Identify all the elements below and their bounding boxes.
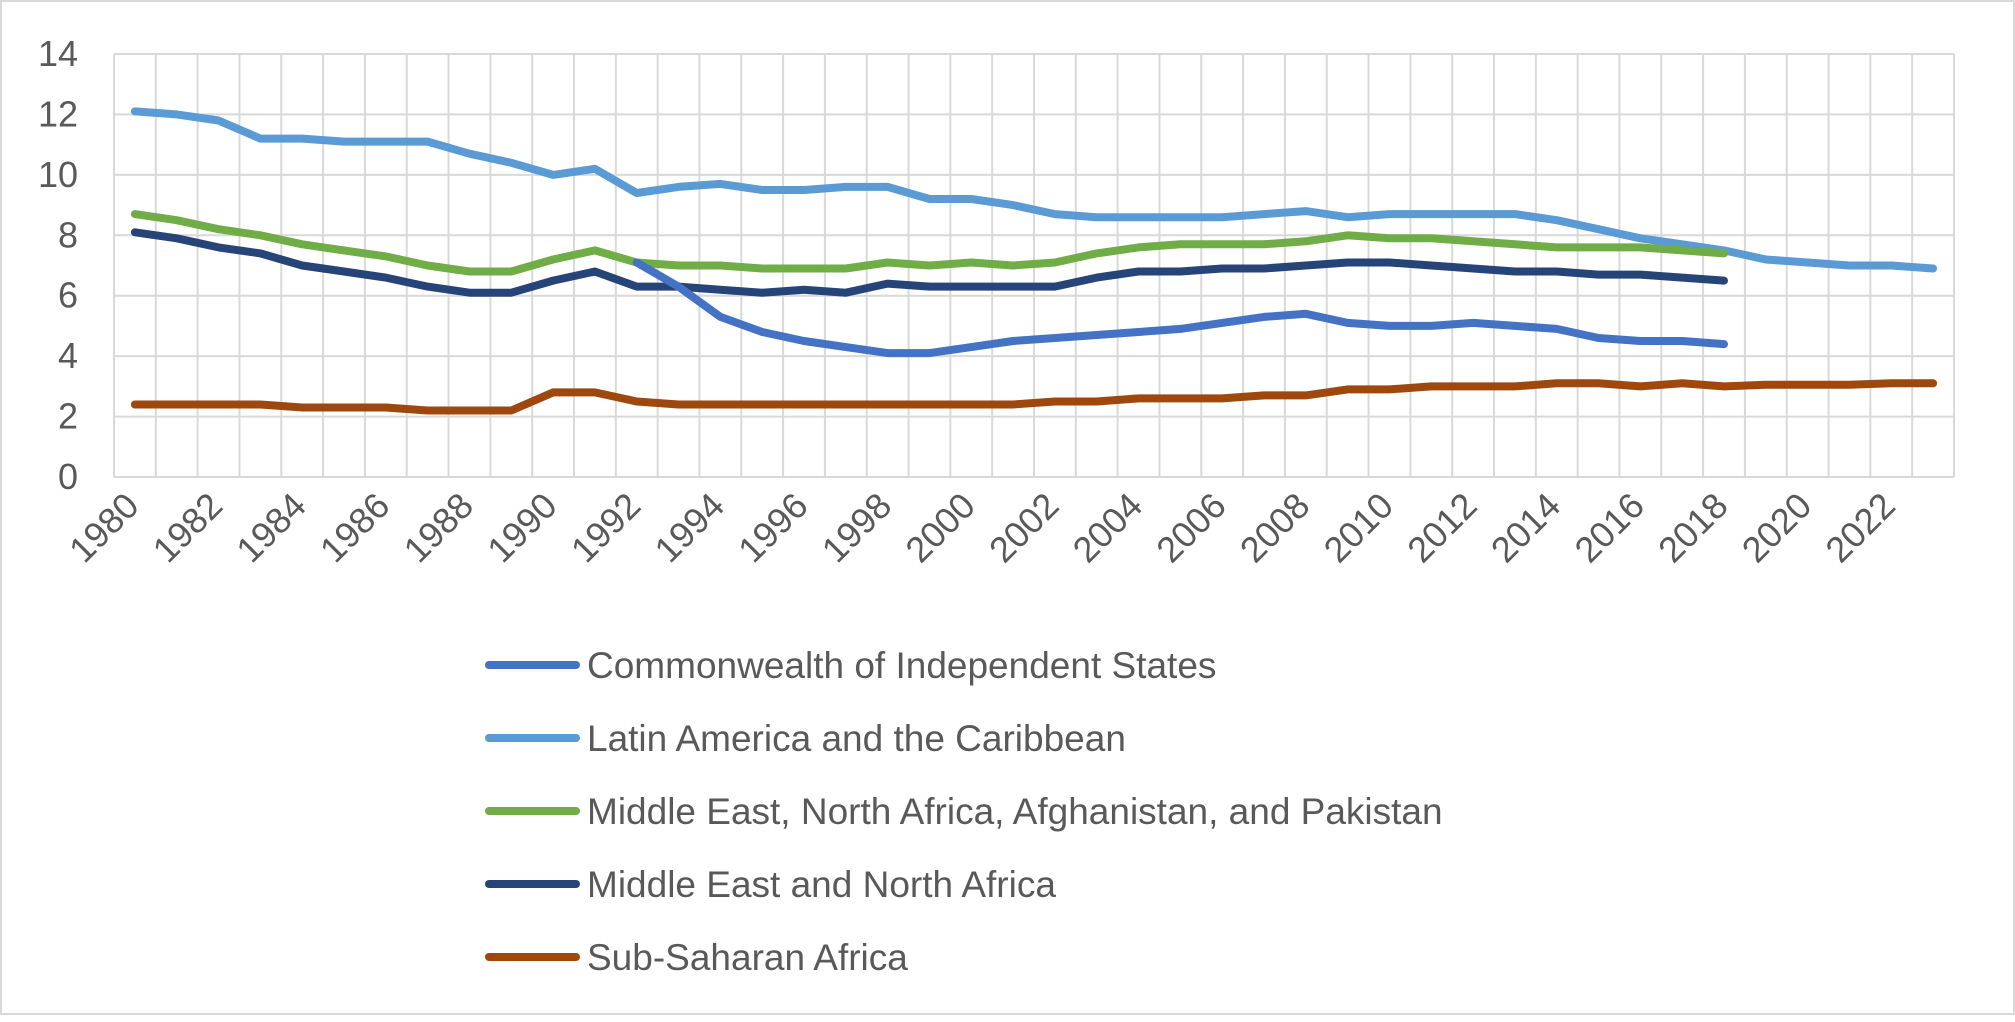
series-line-middle-east-north-africa-afghanistan-and-pakistan	[130, 210, 1728, 276]
x-tick-label: 2004	[1065, 485, 1151, 571]
x-tick-label: 1998	[814, 485, 900, 571]
y-tick-label: 6	[58, 275, 78, 316]
x-tick-label: 2000	[897, 485, 983, 571]
x-tick-label: 2022	[1817, 485, 1903, 571]
x-tick-label: 2008	[1232, 485, 1318, 571]
x-tick-label: 1982	[145, 485, 231, 571]
x-tick-label: 2014	[1483, 485, 1569, 571]
x-tick-label: 2020	[1734, 485, 1820, 571]
y-tick-label: 0	[58, 456, 78, 497]
x-tick-label: 1996	[730, 485, 816, 571]
x-tick-label: 2010	[1315, 485, 1401, 571]
legend-label-latin-america-and-the-caribbean: Latin America and the Caribbean	[587, 718, 1126, 759]
series-line-middle-east-and-north-africa	[130, 228, 1728, 297]
x-tick-label: 1984	[228, 485, 314, 571]
x-tick-label: 1992	[563, 485, 649, 571]
legend-label-commonwealth-of-independent-states: Commonwealth of Independent States	[587, 645, 1216, 686]
x-tick-label: 2018	[1650, 485, 1736, 571]
x-tick-label: 1994	[646, 485, 732, 571]
x-tick-label: 1980	[61, 485, 147, 571]
y-tick-label: 12	[38, 93, 78, 134]
y-tick-label: 14	[38, 33, 78, 74]
y-tick-label: 2	[58, 396, 78, 437]
x-tick-label: 1986	[312, 485, 398, 571]
x-tick-label: 2016	[1566, 485, 1652, 571]
x-tick-label: 2002	[981, 485, 1067, 571]
y-tick-label: 10	[38, 154, 78, 195]
series-line-sub-saharan-africa	[130, 379, 1938, 415]
x-axis-tick-labels: 1980198219841986198819901992199419961998…	[61, 485, 1903, 571]
legend: Commonwealth of Independent States Latin …	[485, 645, 1443, 978]
y-tick-label: 4	[58, 335, 78, 376]
x-tick-label: 2006	[1148, 485, 1234, 571]
x-tick-label: 2012	[1399, 485, 1485, 571]
legend-label-sub-saharan-africa: Sub-Saharan Africa	[587, 937, 908, 978]
legend-label-middle-east-north-africa-afghanistan-and-pakistan: Middle East, North Africa, Afghanistan, …	[587, 791, 1443, 832]
series-lines	[130, 107, 1938, 415]
x-tick-label: 1990	[479, 485, 565, 571]
x-tick-label: 1988	[395, 485, 481, 571]
legend-label-middle-east-and-north-africa: Middle East and North Africa	[587, 864, 1056, 905]
series-line-commonwealth-of-independent-states	[632, 258, 1728, 358]
series-line-latin-america-and-the-caribbean	[130, 107, 1938, 273]
y-tick-label: 8	[58, 214, 78, 255]
y-axis-tick-labels: 0 2 4 6 8 10 12 14	[38, 33, 78, 497]
